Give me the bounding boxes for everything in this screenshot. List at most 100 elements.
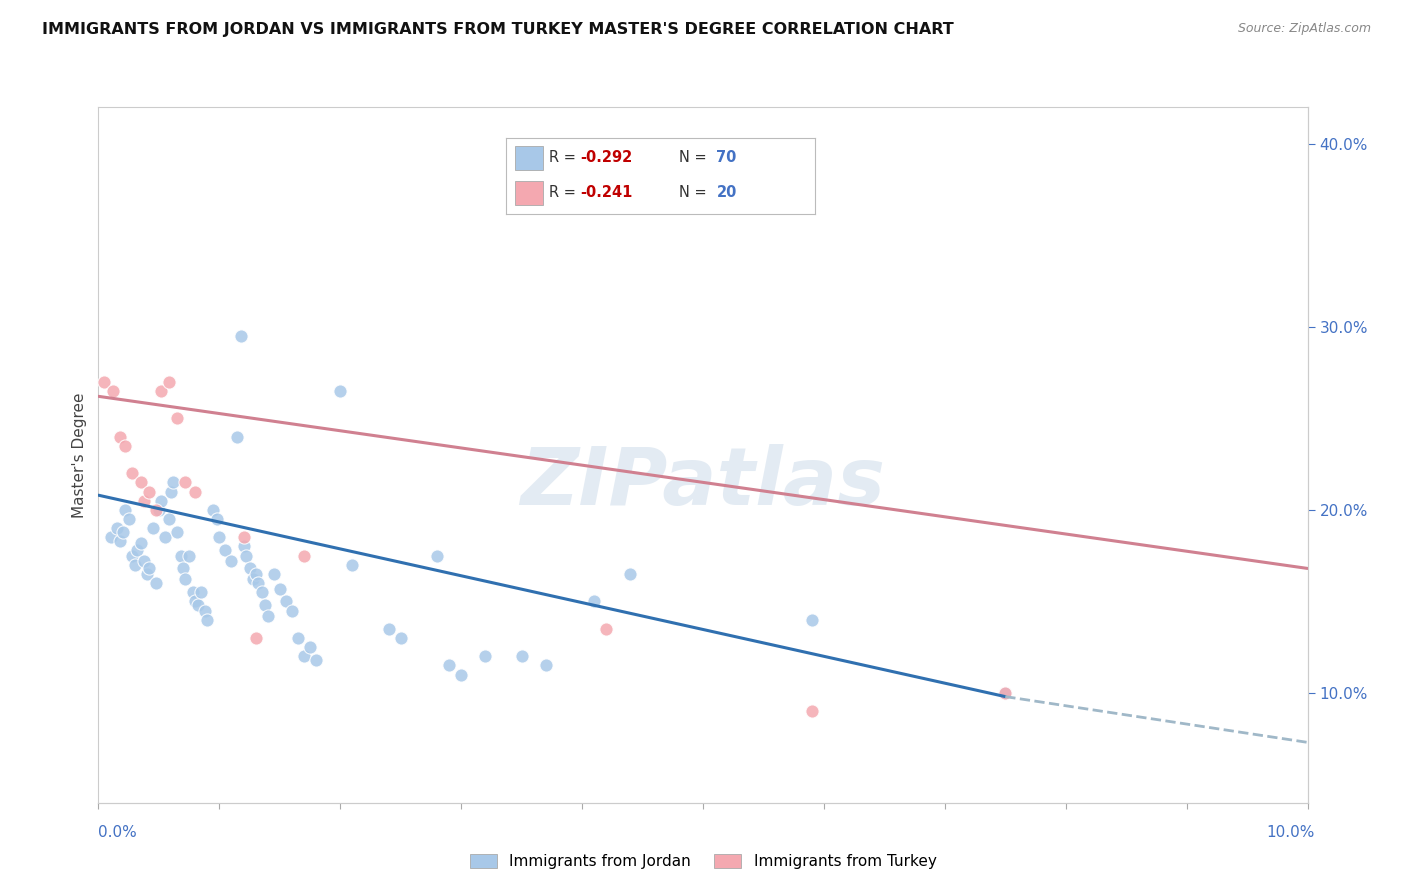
Point [245,631,267,645]
Point [377,622,399,636]
Point [239,561,262,575]
Point [174,475,197,490]
Point [166,524,188,539]
Bar [516,181,543,205]
Point [287,631,309,645]
Point [202,503,225,517]
Point [121,467,143,481]
Point [190,585,212,599]
Point [235,549,257,563]
Point [108,429,131,443]
Text: -0.241: -0.241 [581,186,633,201]
Point [114,439,136,453]
Point [450,667,472,681]
Point [108,533,131,548]
Point [242,573,264,587]
Point [214,543,236,558]
Point [166,411,188,425]
Point [129,536,152,550]
Point [134,554,156,568]
Point [111,524,134,539]
Point [229,329,252,343]
Point [226,429,249,443]
Text: 70: 70 [717,151,737,166]
Point [184,594,207,608]
Point [127,543,149,558]
Point [474,649,496,664]
Point [160,484,183,499]
Point [105,521,128,535]
Point [174,573,197,587]
Text: -0.292: -0.292 [581,151,633,166]
Point [142,521,165,535]
Point [118,512,141,526]
Point [150,384,173,398]
Point [187,598,209,612]
Point [269,582,291,596]
Point [145,576,167,591]
Point [169,549,191,563]
Point [184,484,207,499]
Point [157,375,180,389]
Point [134,493,156,508]
Text: R =: R = [550,186,581,201]
Text: N =: N = [679,186,711,201]
Point [437,658,460,673]
Text: 0.0%: 0.0% [98,825,138,840]
Point [510,649,533,664]
Point [148,503,170,517]
Point [153,530,176,544]
Y-axis label: Master's Degree: Master's Degree [72,392,87,517]
Point [221,554,243,568]
Point [205,512,228,526]
Point [181,585,204,599]
Point [157,512,180,526]
Point [256,609,278,624]
Point [195,613,218,627]
Point [162,475,184,490]
Point [263,566,285,581]
Point [114,503,136,517]
Point [583,594,606,608]
Point [232,530,254,544]
Bar [516,146,543,170]
Point [274,594,297,608]
Point [292,549,315,563]
Point [232,540,254,554]
Point [619,566,641,581]
Point [245,566,267,581]
Point [194,603,217,617]
Point [426,549,449,563]
Point [305,653,328,667]
Point [254,598,277,612]
Text: N =: N = [679,151,711,166]
Point [145,503,167,517]
Point [299,640,322,655]
Point [800,613,823,627]
Point [138,484,160,499]
Point [124,558,146,572]
Legend: Immigrants from Jordan, Immigrants from Turkey: Immigrants from Jordan, Immigrants from … [464,848,942,875]
Point [281,603,304,617]
Point [93,375,115,389]
Point [389,631,412,645]
Point [534,658,557,673]
Point [101,384,124,398]
Point [172,561,194,575]
Point [247,576,270,591]
Point [135,566,157,581]
Point [292,649,315,664]
Text: Source: ZipAtlas.com: Source: ZipAtlas.com [1237,22,1371,36]
Point [179,549,201,563]
Point [994,686,1017,700]
Point [121,549,143,563]
Point [250,585,273,599]
Point [208,530,231,544]
Text: ZIPatlas: ZIPatlas [520,443,886,522]
Text: R =: R = [550,151,581,166]
Point [138,561,160,575]
Text: 20: 20 [717,186,737,201]
Point [595,622,617,636]
Point [342,558,364,572]
Point [329,384,352,398]
